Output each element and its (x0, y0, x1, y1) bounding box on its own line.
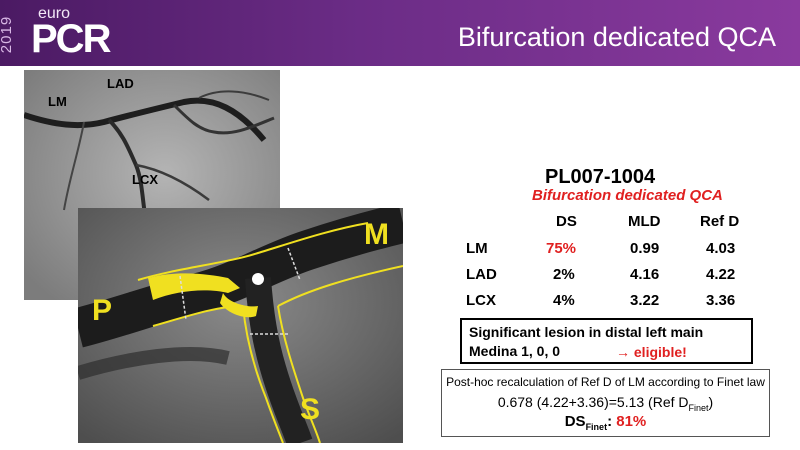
row-segment: LCX (466, 292, 496, 309)
lesion-summary-line1: Significant lesion in distal left main (469, 324, 704, 340)
label-lad: LAD (107, 76, 134, 91)
col-header-refd: Ref D (700, 213, 740, 230)
logo-euro: euro (38, 5, 71, 22)
row-ds: 4% (553, 292, 575, 309)
eligibility-text: → eligible! (616, 344, 687, 360)
finet-formula-text: 0.678 (4.22+3.36)=5.13 (Ref D (497, 394, 689, 410)
row-segment: LAD (466, 266, 497, 283)
finet-caption: Post-hoc recalculation of Ref D of LM ac… (446, 375, 765, 389)
finet-ds-value: 81% (616, 413, 647, 430)
lesion-summary-line2: Medina 1, 0, 0 (469, 343, 561, 359)
row-mld: 3.22 (630, 292, 660, 309)
row-ds: 2% (553, 266, 575, 283)
logo-year-text: 2019 (0, 15, 16, 54)
logo-pcr: PCR (31, 17, 111, 61)
row-refd: 4.22 (706, 266, 736, 283)
label-lcx: LCX (132, 172, 158, 187)
row-segment: LM (466, 240, 488, 257)
row-mld: 0.99 (630, 240, 660, 257)
finet-ds: DSFinet: 81% (442, 413, 769, 432)
lesion-summary-box: Significant lesion in distal left main M… (460, 318, 753, 364)
bifurcation-zoom-image (78, 208, 403, 443)
row-refd: 3.36 (706, 292, 736, 309)
finet-ds-colon: : (607, 413, 617, 430)
bifurcation-zoom: M P S (78, 208, 403, 443)
case-subtitle: Bifurcation dedicated QCA (532, 187, 723, 204)
finet-formula-sub: Finet (688, 402, 709, 413)
page-title: Bifurcation dedicated QCA (457, 22, 776, 52)
finet-formula: 0.678 (4.22+3.36)=5.13 (Ref DFinet) (442, 394, 769, 413)
row-ds: 75% (546, 240, 577, 257)
label-lm: LM (48, 94, 67, 109)
label-main-branch: M (364, 218, 389, 251)
header-banner: 2019 euro PCR Bifurcation dedicated QCA (0, 0, 800, 66)
row-mld: 4.16 (630, 266, 660, 283)
finet-ds-sub: Finet (585, 422, 608, 432)
finet-box: Post-hoc recalculation of Ref D of LM ac… (441, 369, 770, 437)
row-refd: 4.03 (706, 240, 736, 257)
case-id: PL007-1004 (545, 166, 656, 188)
finet-ds-label: DS (564, 413, 586, 430)
logo-year: 2019 (0, 6, 18, 62)
finet-formula-close: ) (708, 394, 714, 410)
col-header-ds: DS (556, 213, 577, 230)
label-proximal: P (92, 294, 113, 327)
label-side-branch: S (300, 393, 321, 426)
col-header-mld: MLD (628, 213, 661, 230)
